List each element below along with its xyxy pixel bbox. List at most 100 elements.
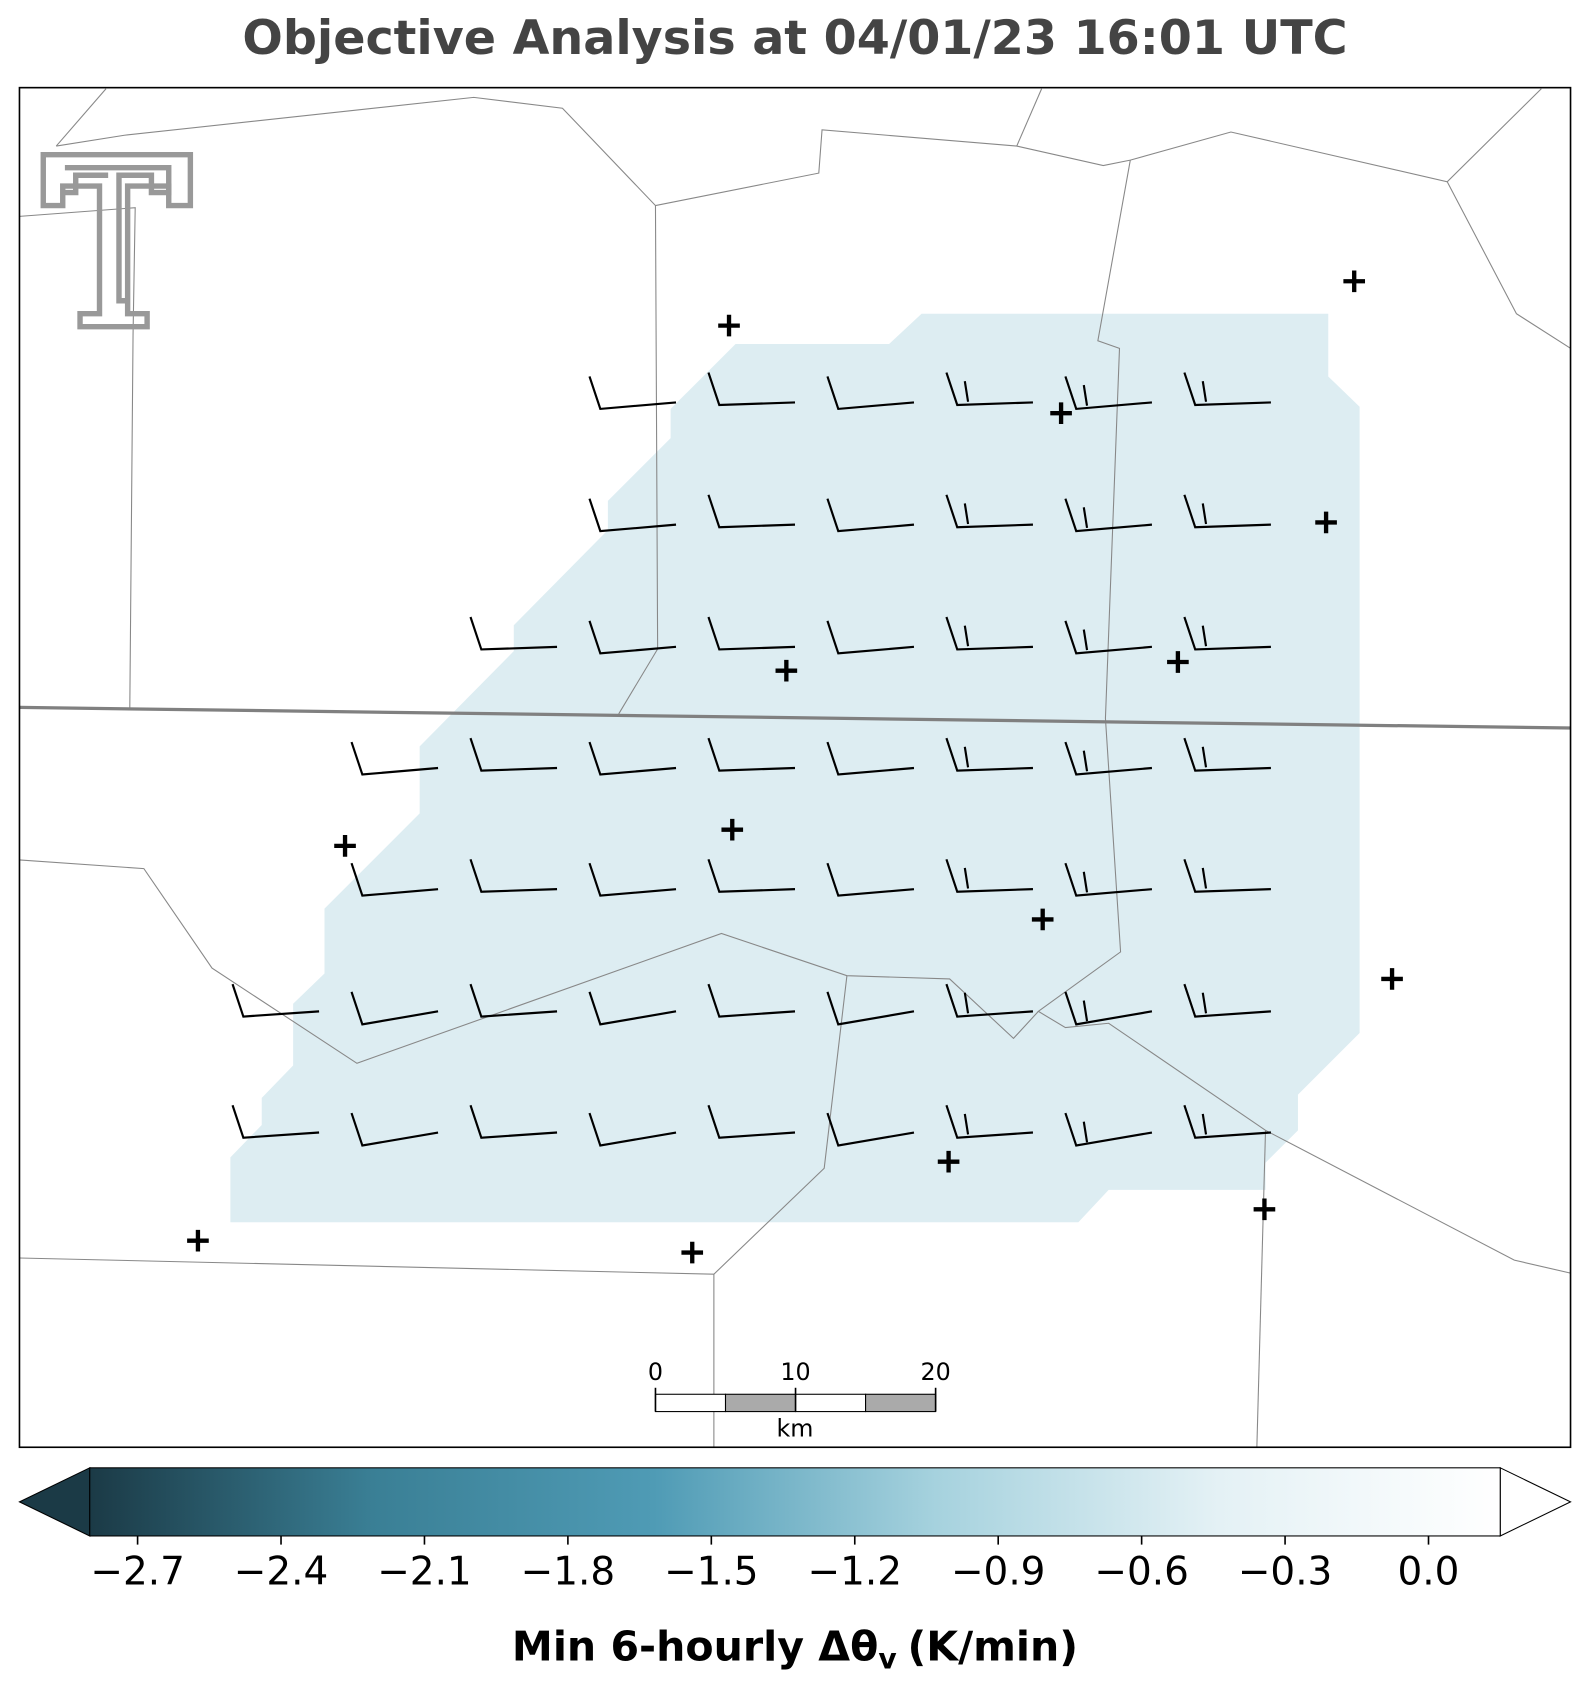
colorbar-tick-label: −0.6 <box>1094 1549 1189 1594</box>
station-marker <box>187 1229 209 1252</box>
station-marker <box>1031 908 1054 931</box>
stations <box>187 270 1403 1264</box>
colorbar-tick-label: −1.5 <box>664 1549 759 1594</box>
wind-barb <box>1183 372 1271 407</box>
scale-segment <box>795 1393 867 1413</box>
wind-barb <box>350 1112 439 1147</box>
state-line <box>19 705 1571 730</box>
station-marker <box>937 1150 960 1173</box>
analysis-region <box>230 313 1360 1223</box>
wind-barb <box>469 737 558 772</box>
map-frame <box>18 86 1572 1449</box>
wind-barb <box>945 983 1034 1018</box>
scale-segment <box>865 1393 937 1413</box>
wind-barb <box>588 498 677 533</box>
wind-barb <box>1183 858 1271 893</box>
wind-barb <box>231 983 320 1018</box>
wind-barb <box>707 737 796 772</box>
wind-barb <box>469 616 558 651</box>
colorbar-extend-high <box>1499 1466 1572 1537</box>
title: Objective Analysis at 04/01/23 16:01 UTC <box>242 11 1347 66</box>
colorbar-tick-label: −0.3 <box>1238 1549 1333 1594</box>
label-main: Min 6-hourly Δθ <box>512 1623 878 1671</box>
wind-barbs <box>231 372 1271 1147</box>
wind-barb <box>1064 862 1153 897</box>
wind-barb <box>945 494 1033 529</box>
wind-barb <box>826 620 915 655</box>
wind-barb <box>707 616 796 651</box>
wind-barb <box>469 858 558 893</box>
wind-barb <box>707 858 796 893</box>
colorbar-tick-label: −1.8 <box>521 1549 616 1594</box>
station-marker <box>1167 651 1189 673</box>
colorbar-tick-label: −2.4 <box>234 1549 329 1594</box>
wind-barb <box>945 372 1033 407</box>
station-marker <box>681 1241 704 1264</box>
label-units: (K/min) <box>907 1623 1078 1671</box>
wind-barb <box>945 737 1033 772</box>
station-marker <box>1381 968 1403 990</box>
wind-barb <box>1064 498 1153 533</box>
station-marker <box>1315 511 1337 534</box>
label-subscript: v <box>878 1642 896 1675</box>
wind-barb <box>1064 376 1153 411</box>
wind-barb <box>350 991 439 1026</box>
wind-barb <box>945 616 1033 651</box>
scale-tick-label: 0 <box>648 1358 663 1386</box>
scale-bar: km 0 10 20 <box>648 1358 951 1442</box>
wind-barb <box>469 983 558 1018</box>
wind-barb <box>826 1112 915 1147</box>
station-marker <box>721 818 744 841</box>
wind-barb <box>588 376 677 411</box>
scale-tick-label: 20 <box>920 1358 950 1386</box>
wind-barb <box>826 741 915 776</box>
colorbar-label: Min 6-hourly Δθv (K/min) <box>512 1623 1078 1676</box>
wind-barb <box>826 991 915 1026</box>
wind-barb <box>588 741 677 776</box>
wind-barb <box>231 1104 320 1139</box>
colorbar-tick-label: −2.7 <box>90 1549 185 1594</box>
wind-barb <box>1064 620 1153 655</box>
station-marker <box>718 314 740 337</box>
wind-barb <box>707 494 796 529</box>
wind-barb <box>588 1112 677 1147</box>
county-lines <box>19 88 1571 1448</box>
scale-unit: km <box>777 1414 814 1442</box>
wind-barb <box>707 983 796 1018</box>
wind-barb <box>588 620 677 655</box>
wind-barb <box>945 1104 1034 1139</box>
wind-barb <box>826 862 915 897</box>
wind-barb <box>707 1104 796 1139</box>
colorbar-body <box>89 1467 1501 1537</box>
colorbar-tick-label: −2.1 <box>377 1549 472 1594</box>
scale-segment <box>654 1393 727 1413</box>
station-marker <box>1343 270 1366 293</box>
wind-barb <box>1183 983 1271 1018</box>
wind-barb <box>588 991 677 1026</box>
scale-segment <box>724 1393 797 1413</box>
station-marker <box>1050 402 1072 425</box>
wind-barb <box>1183 616 1271 651</box>
map-area <box>18 86 1572 1449</box>
colorbar-extend-low <box>18 1466 91 1537</box>
wind-barb <box>1064 741 1153 776</box>
colorbar-tick-label: 0.0 <box>1398 1549 1460 1594</box>
wind-barb <box>350 741 439 776</box>
station-marker <box>334 835 356 857</box>
colorbar-tick-label: −1.2 <box>808 1549 903 1594</box>
wind-barb <box>707 372 796 407</box>
wind-barb <box>1064 1112 1153 1147</box>
wind-barb <box>826 376 915 411</box>
wind-barb <box>469 1104 558 1139</box>
logo <box>40 152 194 330</box>
colorbar: Min 6-hourly Δθv (K/min) −2.7 −2.4 −2.1 −1.8… <box>18 1466 1572 1676</box>
wind-barb <box>1183 1104 1271 1139</box>
scale-tick-label: 10 <box>780 1358 810 1386</box>
station-marker <box>1253 1198 1276 1221</box>
wind-barb <box>945 858 1033 893</box>
wind-barb <box>826 498 915 533</box>
colorbar-tick-label: −0.9 <box>951 1549 1046 1594</box>
wind-barb <box>1064 991 1153 1026</box>
